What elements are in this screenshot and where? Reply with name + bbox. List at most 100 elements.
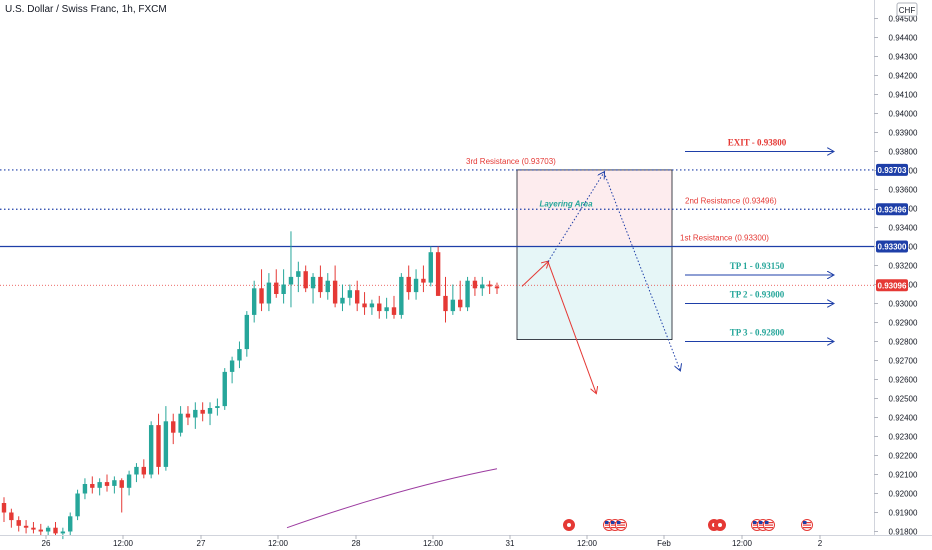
us-event-icon[interactable] bbox=[801, 519, 813, 531]
candle bbox=[384, 297, 389, 319]
candle bbox=[465, 276, 470, 312]
candle-body bbox=[369, 303, 375, 308]
candle bbox=[362, 292, 367, 315]
candle-body bbox=[347, 290, 353, 298]
y-tick-label: 0.94200 bbox=[889, 72, 918, 81]
target-label: TP 2 - 0.93000 bbox=[730, 290, 785, 300]
candle bbox=[38, 523, 43, 536]
y-tick-label: 0.91900 bbox=[889, 509, 918, 518]
y-tick-label: 0.93200 bbox=[889, 262, 918, 271]
candle-body bbox=[435, 252, 441, 296]
candle bbox=[450, 284, 456, 315]
candle-body bbox=[38, 529, 43, 532]
candle-body bbox=[126, 474, 132, 488]
candle-body bbox=[318, 276, 323, 293]
layering-zone-layer: Layering Area bbox=[516, 169, 673, 340]
candle bbox=[244, 311, 250, 357]
candle-body bbox=[156, 425, 161, 467]
candle-body bbox=[148, 425, 154, 475]
currency-badge[interactable] bbox=[896, 2, 918, 17]
candle bbox=[68, 512, 73, 536]
event-flag-icon[interactable] bbox=[714, 519, 726, 531]
bullish-entry-arrow bbox=[521, 262, 548, 287]
candle bbox=[1, 497, 7, 522]
y-tick-label: 0.94500 bbox=[889, 15, 918, 24]
candle-body bbox=[465, 280, 470, 308]
candle-body bbox=[104, 482, 110, 486]
candle-body bbox=[274, 282, 279, 294]
candle-body bbox=[237, 349, 242, 361]
candle-body bbox=[377, 303, 382, 312]
candle bbox=[428, 246, 433, 287]
target-label: TP 1 - 0.93150 bbox=[730, 261, 785, 271]
candle bbox=[458, 280, 463, 312]
candle bbox=[318, 265, 323, 298]
candle bbox=[163, 406, 169, 471]
candle-body bbox=[288, 276, 294, 285]
candle bbox=[281, 269, 286, 304]
candle bbox=[156, 413, 161, 475]
us-event-icon[interactable] bbox=[763, 519, 775, 531]
candle-body bbox=[259, 288, 264, 304]
candle bbox=[354, 280, 360, 312]
candle-body bbox=[310, 276, 316, 289]
event-flag-icon[interactable] bbox=[563, 519, 575, 531]
moving-average-layer bbox=[286, 468, 498, 529]
candle bbox=[23, 520, 29, 534]
candle-body bbox=[112, 480, 117, 486]
candle-body bbox=[163, 421, 169, 467]
target-label: EXIT - 0.93800 bbox=[728, 138, 787, 148]
candle-body bbox=[75, 493, 80, 517]
layering-down-arrow bbox=[603, 172, 680, 370]
layering-up-arrow bbox=[547, 172, 604, 262]
candle bbox=[53, 522, 58, 536]
candle-body bbox=[251, 288, 257, 315]
candle-body bbox=[134, 466, 139, 475]
candle bbox=[126, 470, 132, 496]
candle bbox=[112, 476, 117, 494]
candle bbox=[274, 269, 279, 298]
candle-body bbox=[141, 466, 147, 475]
x-tick-label: 12:00 bbox=[113, 539, 134, 548]
candle-body bbox=[332, 280, 338, 304]
x-tick-label: 28 bbox=[352, 539, 361, 548]
candle bbox=[391, 295, 397, 319]
candle bbox=[347, 284, 353, 306]
layering-zone-upper bbox=[516, 169, 673, 247]
candle bbox=[369, 299, 375, 315]
candle bbox=[288, 231, 294, 308]
layering-area-label: Layering Area bbox=[539, 200, 593, 209]
y-tick-label: 0.93400 bbox=[889, 224, 918, 233]
candle-body bbox=[97, 482, 102, 488]
y-tick-label: 0.94000 bbox=[889, 110, 918, 119]
candle-body bbox=[185, 413, 191, 418]
targets-layer: EXIT - 0.93800 TP 1 - 0.93150 TP 2 - 0.930… bbox=[685, 138, 833, 342]
candle bbox=[494, 282, 500, 294]
y-tick-label: 0.92800 bbox=[889, 338, 918, 347]
candle-body bbox=[428, 252, 433, 283]
candle-body bbox=[68, 516, 73, 532]
candle bbox=[443, 276, 448, 323]
candle-body bbox=[207, 408, 213, 414]
candle bbox=[141, 459, 147, 479]
candle bbox=[472, 276, 478, 296]
us-event-icon[interactable] bbox=[615, 519, 627, 531]
candles-layer bbox=[1, 231, 500, 540]
candle bbox=[259, 269, 264, 312]
price-tag-box bbox=[876, 163, 908, 176]
y-tick-label: 0.92300 bbox=[889, 433, 918, 442]
candle bbox=[421, 265, 426, 293]
y-tick-label: 0.93900 bbox=[889, 129, 918, 138]
candle bbox=[435, 246, 441, 296]
y-tick-label: 0.92700 bbox=[889, 357, 918, 366]
candle-body bbox=[16, 520, 21, 526]
current-price-label: 0.93096 bbox=[878, 281, 907, 290]
candle bbox=[171, 413, 176, 445]
projection-arrows-layer bbox=[521, 172, 680, 392]
candle-body bbox=[281, 284, 286, 294]
candle bbox=[193, 402, 198, 429]
candle bbox=[119, 478, 124, 513]
candle-body bbox=[90, 484, 95, 488]
candle bbox=[229, 356, 235, 384]
